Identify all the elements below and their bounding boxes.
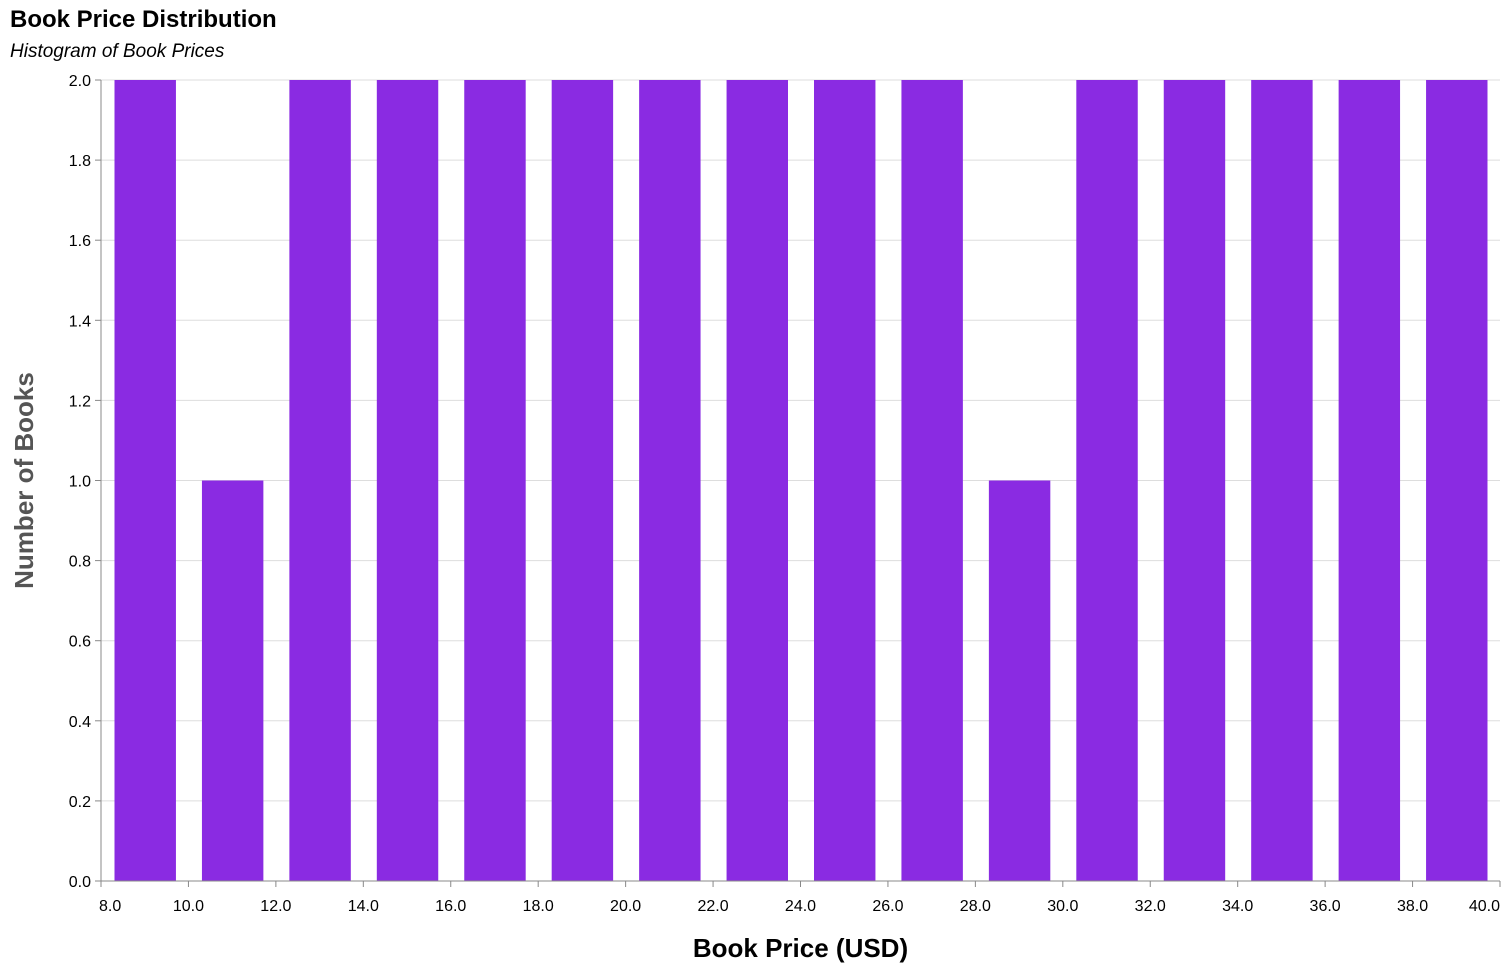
y-axis-title: Number of Books (9, 372, 39, 589)
histogram-bar (1251, 80, 1313, 881)
histogram-bar (639, 80, 701, 881)
histogram-bar (1163, 80, 1226, 881)
histogram-bar (1426, 80, 1488, 881)
x-tick-label: 40.0 (1469, 898, 1500, 915)
histogram-bar (376, 80, 439, 881)
y-tick-label: 0.6 (69, 634, 91, 651)
bars (114, 80, 1488, 881)
y-tick-label: 1.2 (69, 393, 91, 410)
x-axis-ticks: 8.0 10.0 12.0 14.0 16.0 18.0 20.0 22.0 24.0 26.0 2… (99, 881, 1501, 915)
x-axis-title: Book Price (USD) (693, 933, 908, 963)
histogram-bar (289, 80, 351, 881)
chart-title: Book Price Distribution (10, 6, 277, 33)
histogram-bar (1076, 80, 1138, 881)
x-tick-label: 20.0 (610, 898, 641, 915)
x-tick-label: 14.0 (348, 898, 379, 915)
histogram-bar (988, 480, 1051, 881)
y-tick-label: 0.4 (69, 714, 91, 731)
x-tick-label: 30.0 (1047, 898, 1078, 915)
histogram-bar (1338, 80, 1401, 881)
histogram-bar (114, 80, 176, 881)
x-tick-label: 24.0 (785, 898, 816, 915)
y-tick-label: 1.8 (69, 153, 91, 170)
y-tick-label: 1.0 (69, 474, 91, 491)
x-tick-label: 28.0 (960, 898, 991, 915)
x-tick-label: 38.0 (1397, 898, 1428, 915)
y-tick-label: 0.0 (69, 874, 91, 891)
y-axis-ticks: 0.0 0.2 0.4 0.6 0.8 1.0 1.2 1.4 1.6 1.8 2.0 (69, 73, 101, 891)
x-tick-label: 32.0 (1135, 898, 1166, 915)
x-tick-label: 12.0 (260, 898, 291, 915)
y-tick-label: 1.4 (69, 313, 91, 330)
y-tick-label: 0.8 (69, 554, 91, 571)
x-tick-label: 10.0 (173, 898, 204, 915)
x-tick-label: 16.0 (435, 898, 466, 915)
histogram-bar (201, 480, 264, 881)
histogram-bar (901, 80, 963, 881)
x-tick-label: 18.0 (523, 898, 554, 915)
histogram-bar (464, 80, 526, 881)
y-tick-label: 2.0 (69, 73, 91, 90)
y-tick-label: 1.6 (69, 233, 91, 250)
x-tick-label: 8.0 (99, 898, 121, 915)
histogram-bar (726, 80, 788, 881)
x-tick-label: 36.0 (1310, 898, 1341, 915)
histogram-bar (814, 80, 876, 881)
chart-subtitle: Histogram of Book Prices (10, 41, 225, 62)
x-tick-label: 26.0 (872, 898, 903, 915)
x-tick-label: 22.0 (697, 898, 728, 915)
y-tick-label: 0.2 (69, 794, 91, 811)
x-tick-label: 34.0 (1222, 898, 1253, 915)
histogram-bar (551, 80, 614, 881)
